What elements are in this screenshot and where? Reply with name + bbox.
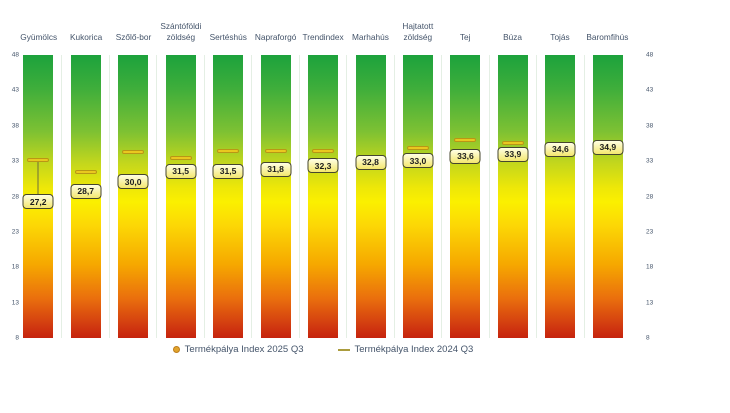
category-label: Szántóföldi zöldség — [160, 21, 202, 42]
legend-label-2025: Termékpálya Index 2025 Q3 — [184, 344, 304, 355]
value-label-2025: 31,8 — [260, 161, 292, 177]
gradient-bar — [213, 55, 244, 338]
legend-dot-icon — [172, 346, 180, 353]
marker-2024-dash — [312, 149, 335, 154]
category-label: Tojás — [550, 31, 570, 42]
gradient-bar — [118, 55, 149, 338]
category-column: 31,5 — [203, 55, 251, 338]
category-column: 30,0 — [108, 55, 156, 338]
category-label: Gyümölcs — [20, 31, 58, 42]
category-label: Baromfihús — [586, 31, 629, 42]
category-column: 33,9 — [488, 55, 536, 338]
category-column: 31,8 — [251, 55, 298, 338]
category-label: Tej — [459, 31, 471, 42]
gradient-bar — [497, 55, 528, 338]
category-column: 31,5 — [156, 55, 203, 338]
category-column: 32,3 — [298, 55, 346, 338]
y-tick-label: 28 — [646, 193, 654, 200]
category-label: Hajtatott zöldség — [402, 21, 434, 42]
legend: Termékpálya Index 2025 Q3 Termékpálya In… — [15, 344, 631, 355]
value-label-2025: 27,2 — [22, 194, 54, 210]
marker-2024-dash — [169, 155, 192, 160]
value-label-2025: 31,5 — [212, 163, 244, 179]
gradient-bar — [402, 55, 433, 338]
y-tick-label: 8 — [646, 334, 650, 342]
y-tick-label: 43 — [646, 86, 654, 94]
category-column: 27,2 — [15, 55, 61, 338]
value-label-2025: 34,6 — [544, 141, 576, 157]
y-tick-label: 48 — [646, 51, 654, 59]
value-label-2025: 32,8 — [355, 154, 387, 170]
legend-dash-icon — [337, 348, 350, 351]
y-tick-label: 23 — [11, 228, 19, 236]
category-column: 28,7 — [61, 55, 108, 338]
value-label-2025: 34,9 — [592, 139, 624, 155]
value-label-2025: 33,9 — [497, 146, 529, 162]
value-label-2025: 28,7 — [70, 183, 102, 199]
category-label: Napraforgó — [254, 31, 297, 42]
legend-item-2025: Termékpálya Index 2025 Q3 — [172, 344, 304, 355]
marker-2024-dash — [264, 148, 287, 153]
marker-2024-dash — [501, 140, 524, 145]
marker-2024-dash — [454, 137, 477, 142]
y-axis-left: 48 43 38 33 28 23 18 13 8 — [3, 0, 19, 413]
y-tick-label: 48 — [11, 51, 19, 59]
y-tick-label: 13 — [11, 299, 19, 307]
gradient-bar — [260, 55, 291, 338]
y-tick-label: 28 — [11, 193, 19, 200]
y-tick-label: 18 — [646, 263, 654, 271]
gradient-bar — [165, 55, 196, 338]
marker-2024-dash — [122, 149, 145, 154]
y-tick-label: 43 — [11, 86, 19, 94]
value-label-2025: 33,6 — [449, 148, 481, 164]
gradient-bar — [545, 55, 576, 338]
value-label-2025: 30,0 — [117, 174, 149, 190]
category-column: 33,6 — [441, 55, 488, 338]
gradient-bar — [355, 55, 386, 338]
marker-2024-dash — [27, 157, 50, 162]
category-column: 34,6 — [536, 55, 583, 338]
category-column: 34,9 — [583, 55, 631, 338]
category-label-row: Gyümölcs Kukorica Szőlő-bor Szántóföldi zöl… — [15, 4, 631, 44]
gradient-bar — [592, 55, 623, 338]
value-label-2025: 33,0 — [402, 153, 434, 169]
y-tick-label: 33 — [646, 157, 654, 165]
marker-2024-dash — [217, 148, 240, 153]
y-tick-label: 18 — [11, 263, 19, 271]
marker-2024-dash — [406, 146, 429, 151]
category-label: Kukorica — [69, 31, 103, 42]
plot-area: 27,2 28,7 30,0 31,5 31,5 31,8 32,3 32,8 33,0 33,6… — [15, 55, 631, 338]
label-leader-line — [37, 161, 39, 195]
category-label: Marhahús — [351, 31, 389, 42]
y-tick-label: 38 — [11, 122, 19, 130]
category-label: Sertéshús — [209, 31, 247, 42]
gradient-bar — [450, 55, 481, 338]
y-tick-label: 33 — [11, 157, 19, 165]
category-column: 33,0 — [393, 55, 441, 338]
gradient-bar — [308, 55, 339, 338]
value-label-2025: 32,3 — [307, 158, 339, 174]
marker-2024-dash — [74, 169, 97, 174]
y-tick-label: 23 — [646, 228, 654, 236]
legend-label-2024: Termékpálya Index 2024 Q3 — [354, 344, 474, 355]
legend-item-2024: Termékpálya Index 2024 Q3 — [337, 344, 474, 355]
y-tick-label: 38 — [646, 122, 654, 130]
category-label: Búza — [503, 31, 523, 42]
category-column: 32,8 — [346, 55, 393, 338]
category-label: Szőlő-bor — [115, 31, 152, 42]
y-tick-label: 13 — [646, 299, 654, 307]
y-tick-label: 8 — [15, 334, 19, 342]
category-label: Trendindex — [302, 31, 344, 42]
y-axis-right: 48 43 38 33 28 23 18 13 8 — [646, 0, 662, 413]
value-label-2025: 31,5 — [165, 163, 197, 179]
